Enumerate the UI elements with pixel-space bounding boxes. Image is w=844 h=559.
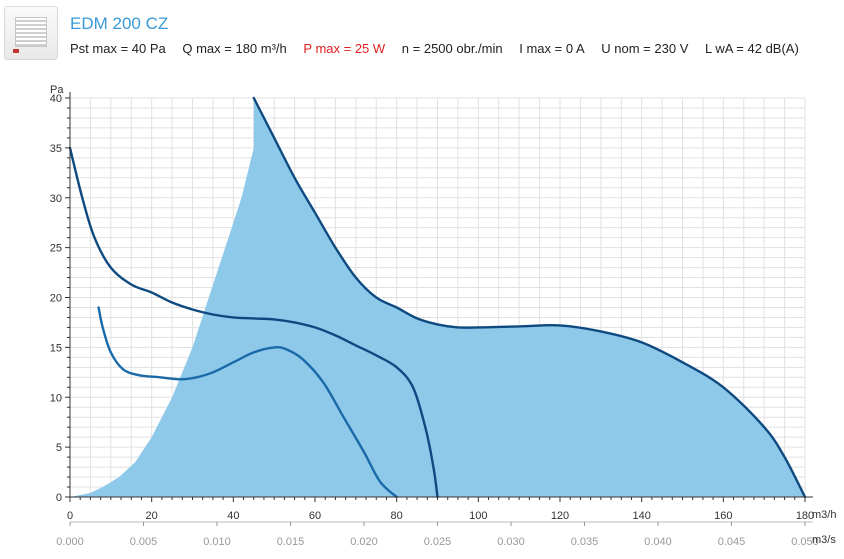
y-axis-unit: Pa — [50, 84, 64, 96]
x2-tick-label: 0.015 — [277, 536, 305, 548]
y-tick-label: 25 — [50, 243, 62, 255]
spec-current: I max = 0 A — [519, 41, 585, 56]
vent-grille-icon — [15, 17, 47, 47]
x2-tick-label: 0.025 — [424, 536, 452, 548]
chart-axes — [65, 92, 813, 526]
spec-rpm: n = 2500 obr./min — [401, 41, 503, 56]
x-axis-unit: m3/h — [812, 509, 836, 521]
y-tick-label: 15 — [50, 342, 62, 354]
spec-p-max: P max = 25 W — [303, 41, 386, 56]
product-title: EDM 200 CZ — [70, 14, 169, 33]
axis-labels: 0 5 10 15 20 25 30 35 40 0 20 40 60 80 100 120 140 160 180… — [50, 84, 837, 548]
x-tick-label: 140 — [632, 510, 650, 522]
x-tick-label: 80 — [391, 510, 403, 522]
spec-voltage: U nom = 230 V — [601, 41, 689, 56]
x2-tick-label: 0.000 — [56, 536, 84, 548]
spec-q-max: Q max = 180 m³/h — [182, 41, 287, 56]
x-tick-label: 0 — [67, 510, 73, 522]
y-tick-label: 10 — [50, 392, 62, 404]
y-tick-label: 20 — [50, 293, 62, 305]
spec-pst-max: Pst max = 40 Pa — [70, 41, 166, 56]
y-tick-label: 40 — [50, 93, 62, 105]
x2-tick-label: 0.040 — [644, 536, 672, 548]
x-tick-label: 120 — [551, 510, 569, 522]
spec-line: Pst max = 40 Pa Q max = 180 m³/h P max =… — [70, 41, 812, 56]
y-tick-label: 35 — [50, 143, 62, 155]
x-tick-label: 60 — [309, 510, 321, 522]
x-tick-label: 180 — [796, 510, 814, 522]
x2-tick-label: 0.030 — [497, 536, 525, 548]
x-tick-label: 20 — [146, 510, 158, 522]
x2-tick-label: 0.010 — [203, 536, 231, 548]
switch-icon — [13, 49, 19, 53]
x-tick-label: 100 — [469, 510, 487, 522]
x-tick-label: 160 — [714, 510, 732, 522]
spec-noise: L wA = 42 dB(A) — [704, 41, 799, 56]
series-line-1 — [68, 146, 439, 499]
x2-axis-unit: m3/s — [812, 534, 836, 546]
x2-tick-label: 0.045 — [718, 536, 746, 548]
y-tick-label: 0 — [56, 492, 62, 504]
x2-tick-label: 0.020 — [350, 536, 378, 548]
x2-tick-label: 0.035 — [571, 536, 599, 548]
series-line-3 — [97, 306, 398, 499]
operating-area — [70, 98, 805, 497]
x-tick-label: 40 — [227, 510, 239, 522]
series-line-2 — [252, 96, 807, 499]
y-tick-label: 30 — [50, 193, 62, 205]
curve-series — [68, 96, 807, 499]
product-thumbnail — [4, 6, 58, 60]
x2-tick-label: 0.005 — [130, 536, 158, 548]
x2-tick-label: 0.050 — [791, 536, 819, 548]
y-tick-label: 5 — [56, 442, 62, 454]
